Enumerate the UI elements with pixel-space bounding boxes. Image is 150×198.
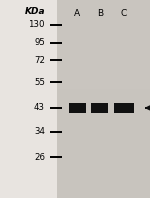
Bar xyxy=(93,108,107,111)
Bar xyxy=(116,108,132,111)
Text: 55: 55 xyxy=(34,78,45,87)
Bar xyxy=(91,103,108,113)
Text: 95: 95 xyxy=(34,38,45,47)
Text: 26: 26 xyxy=(34,153,45,162)
Text: 43: 43 xyxy=(34,103,45,112)
Text: A: A xyxy=(74,9,80,18)
Bar xyxy=(57,0,150,198)
Text: B: B xyxy=(97,9,103,18)
Text: KDa: KDa xyxy=(24,7,45,16)
Text: 72: 72 xyxy=(34,56,45,65)
Bar xyxy=(69,103,86,113)
Bar xyxy=(70,108,84,111)
Text: 130: 130 xyxy=(28,20,45,29)
Bar xyxy=(57,0,150,89)
Text: 34: 34 xyxy=(34,127,45,136)
Text: C: C xyxy=(121,9,127,18)
Bar xyxy=(114,103,134,113)
